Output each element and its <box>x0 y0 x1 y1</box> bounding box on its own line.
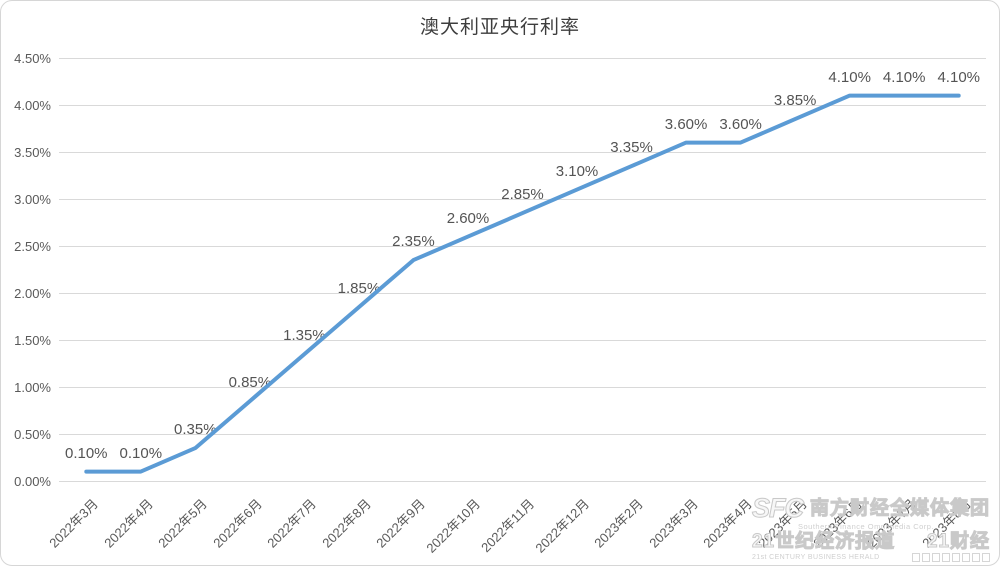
data-point-label: 3.35% <box>610 139 653 157</box>
data-point-label: 0.10% <box>64 444 108 462</box>
y-axis-tick-label: 0.00% <box>14 473 51 489</box>
watermark: SFC 南方财经全媒体集团 Southern Finance Omnimedia… <box>751 492 990 562</box>
y-axis-tick-label: 1.00% <box>14 379 51 395</box>
x-axis-tick-label: 2023年4月 <box>700 496 756 551</box>
x-axis-tick-label: 2023年3月 <box>646 496 701 551</box>
y-axis-tick-label: 1.50% <box>14 332 51 348</box>
x-axis-tick-label: 2023年2月 <box>591 496 647 551</box>
x-axis-tick-label: 2022年6月 <box>210 496 265 551</box>
data-point-label: 4.10% <box>937 68 981 86</box>
x-axis-tick-label: 2022年5月 <box>155 496 211 551</box>
data-point-label: 3.85% <box>773 92 817 110</box>
watermark-corp-name-en: Southern Finance Omnimedia Corp. <box>797 521 935 531</box>
y-axis-tick-label: 2.00% <box>14 285 51 301</box>
sfc-logo: SFC <box>751 492 804 523</box>
gridline <box>59 105 986 106</box>
data-point-label: 1.35% <box>283 327 326 345</box>
data-point-label: 0.85% <box>228 374 272 392</box>
y-axis-tick-label: 4.50% <box>14 50 51 66</box>
gridline <box>59 152 986 153</box>
watermark-herald-name-en: 21st CENTURY BUSINESS HERALD <box>751 554 880 561</box>
data-point-label: 1.85% <box>337 280 381 298</box>
data-point-label: 3.60% <box>664 115 708 133</box>
y-axis-tick-label: 2.50% <box>14 238 51 254</box>
y-axis-tick-label: 4.00% <box>14 97 51 113</box>
gridline <box>59 246 986 247</box>
chart-title: 澳大利亚央行利率 <box>419 17 580 38</box>
gridline <box>59 340 986 341</box>
data-point-label: 0.10% <box>119 444 163 462</box>
data-point-label: 2.35% <box>392 233 435 251</box>
x-axis-tick-label: 2022年12月 <box>532 496 592 556</box>
watermark-seal-squares <box>912 553 990 562</box>
gridline <box>59 293 986 294</box>
data-point-label: 4.10% <box>828 68 871 86</box>
y-axis-tick-label: 0.50% <box>14 426 51 442</box>
gridline <box>59 387 986 388</box>
data-point-label: 4.10% <box>882 68 926 86</box>
y-axis-tick-label: 3.00% <box>14 191 51 207</box>
watermark-corp-name: 南方财经全媒体集团 <box>809 497 990 519</box>
gridline <box>59 58 986 59</box>
data-point-label: 3.10% <box>555 162 599 180</box>
watermark-line1: SFC 南方财经全媒体集团 <box>751 492 990 523</box>
data-point-label: 2.85% <box>501 186 544 204</box>
y-axis-tick-label: 3.50% <box>14 144 51 160</box>
data-point-label: 2.60% <box>446 209 490 227</box>
watermark-21finance-name: 21财经 <box>926 531 990 552</box>
gridline <box>59 481 986 482</box>
data-point-label: 3.60% <box>719 115 762 133</box>
x-axis-tick-label: 2022年3月 <box>46 496 101 551</box>
x-axis-tick-label: 2022年4月 <box>100 496 156 551</box>
watermark-herald-name: 21世纪经济报道 <box>751 531 896 552</box>
data-point-label: 0.35% <box>174 421 217 439</box>
x-axis-tick-label: 2022年7月 <box>264 496 320 551</box>
watermark-line2: 21世纪经济报道 21财经 <box>751 531 990 552</box>
x-axis-tick-label: 2022年10月 <box>423 496 483 556</box>
x-axis-tick-label: 2022年8月 <box>319 496 374 551</box>
watermark-line3: 21st CENTURY BUSINESS HERALD <box>752 553 990 562</box>
x-axis-tick-label: 2022年11月 <box>478 496 538 556</box>
